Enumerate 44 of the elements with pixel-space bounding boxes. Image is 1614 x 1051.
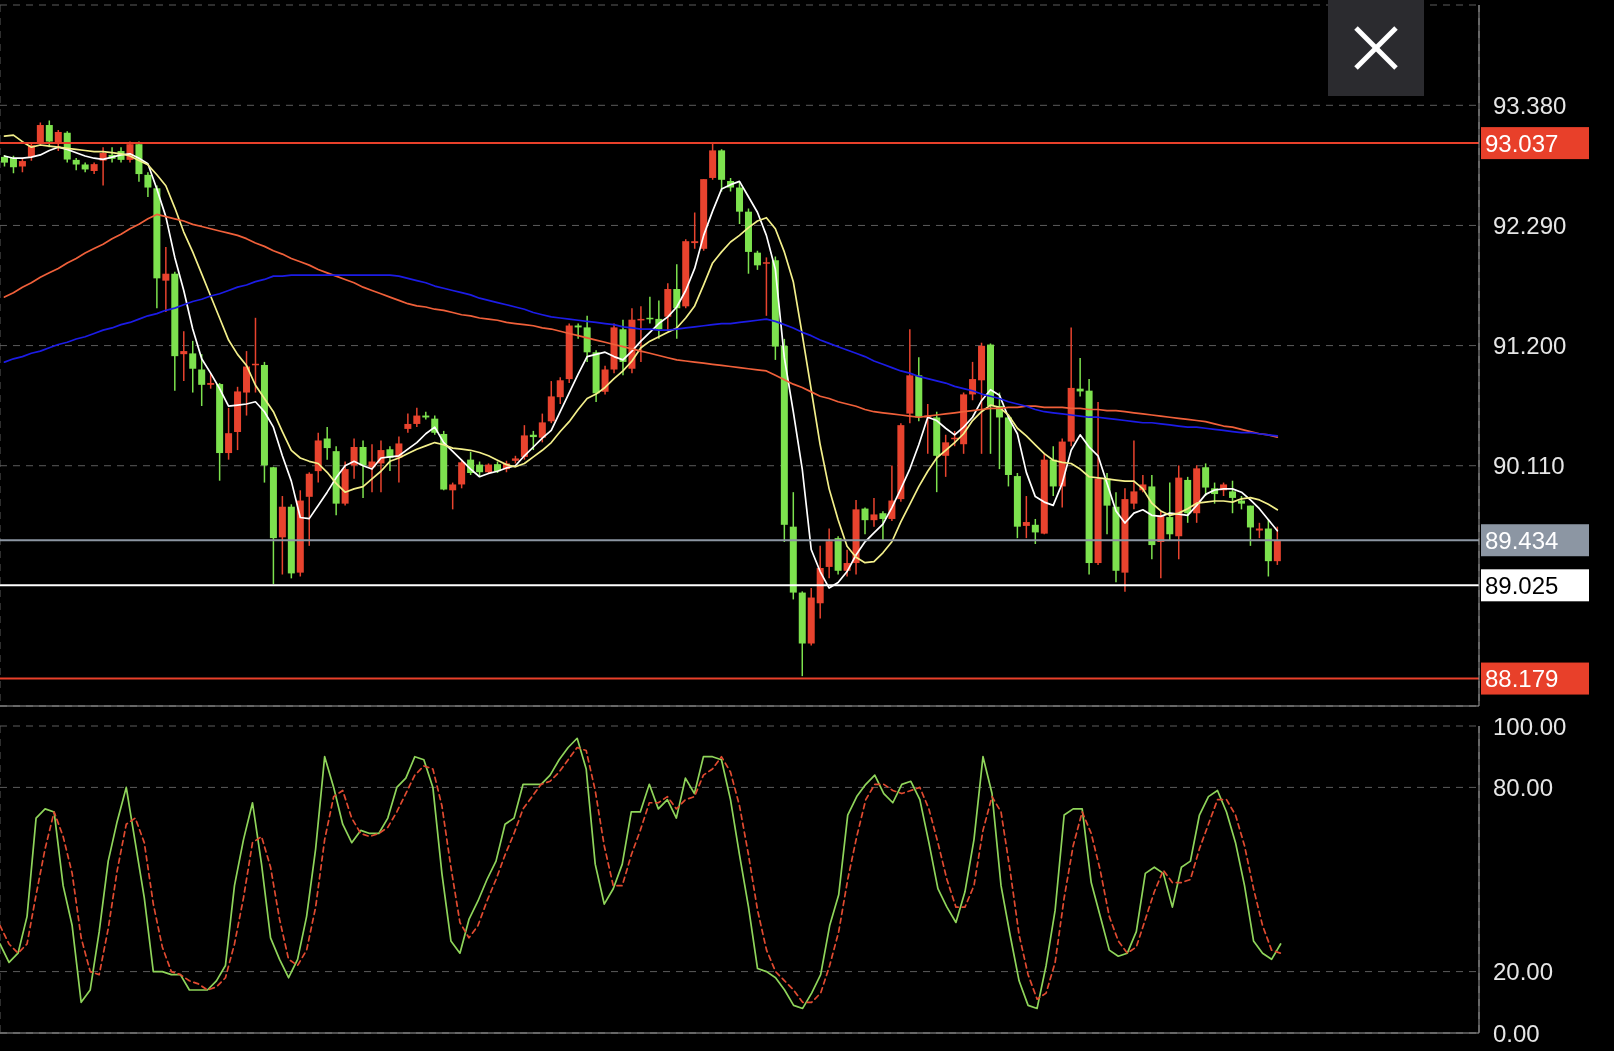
candlestick [1166,481,1174,541]
candlestick [1022,495,1030,539]
y-tick-label: 91.200 [1493,332,1567,360]
candlestick [458,458,466,490]
candlestick [879,510,887,541]
ref-line-label: 88.179 [1485,665,1559,693]
candlestick [691,211,699,250]
line-series [3,274,1279,437]
candlestick [762,256,770,317]
candlestick [180,330,188,382]
y-tick-label: 0.00 [1493,1019,1540,1047]
candlestick [1130,439,1138,511]
candlestick [225,407,233,461]
line-series [3,213,1279,438]
y-tick-label: 20.00 [1493,958,1554,986]
candlestick [189,340,197,394]
candlestick [198,353,206,407]
y-tick-label: 93.380 [1493,91,1567,119]
candlestick [601,365,609,396]
candlestick [753,250,761,271]
candlestick [538,412,546,444]
candlestick [305,471,313,547]
candlestick [520,424,528,461]
ref-line-label: 93.037 [1485,129,1559,157]
candlestick [359,439,367,499]
ref-line-label: 89.434 [1485,526,1559,554]
candlestick [1273,525,1281,566]
candlestick [1246,504,1254,547]
candlestick [404,412,412,434]
y-tick-label: 80.00 [1493,773,1554,801]
candlestick [1229,479,1237,514]
candlestick [861,506,869,536]
candlestick [449,481,457,511]
candlestick [144,171,152,198]
ref-line-label: 89.025 [1485,571,1559,599]
candlestick [413,407,421,428]
candlestick [1031,518,1039,545]
candlestick [323,426,331,461]
y-tick-label: 90.110 [1493,452,1565,480]
candlestick [162,246,170,313]
y-tick-label: 92.290 [1493,211,1567,239]
y-tick-label: 100.00 [1493,712,1567,740]
candlestick [556,376,564,405]
candlestick [870,497,878,528]
